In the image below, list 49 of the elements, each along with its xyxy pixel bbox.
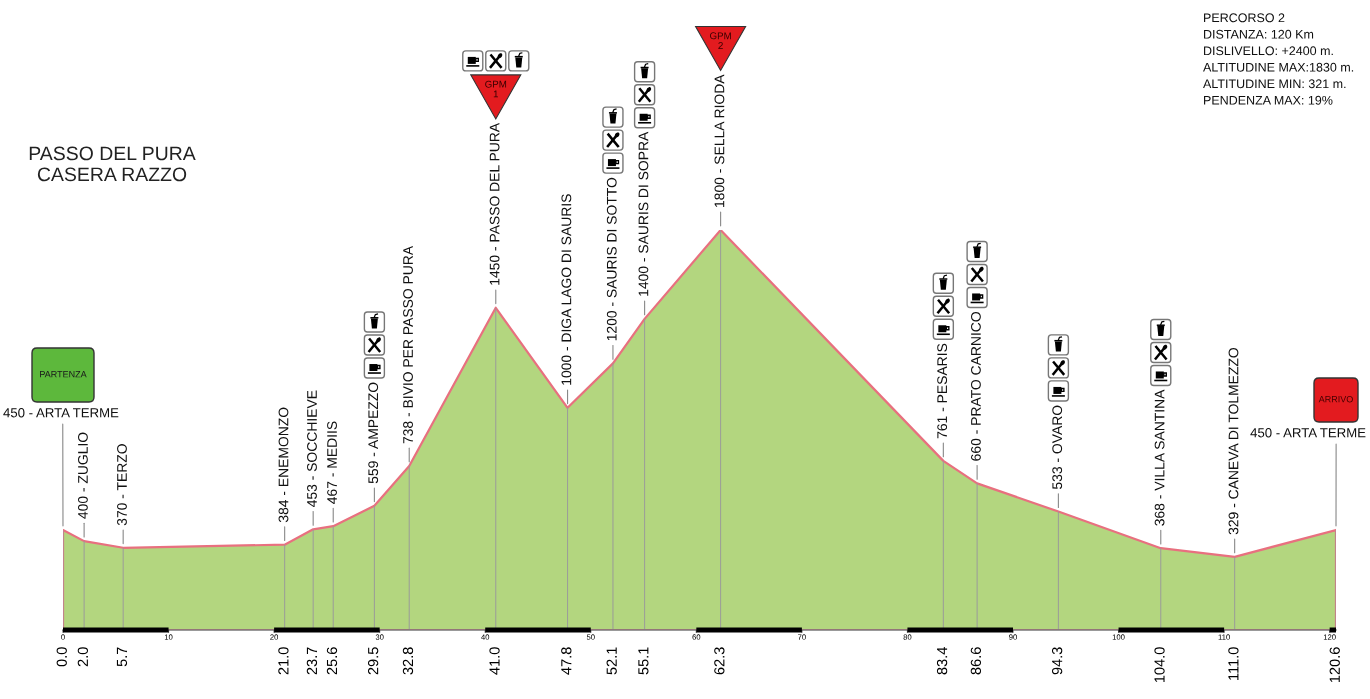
data-label: 467 - MEDIIS — [327, 421, 337, 504]
data-label: 1800 - SELLA RIODA — [714, 74, 725, 207]
x-tick-label: 21.0 — [278, 647, 289, 675]
data-label: 450 - ARTA TERME — [3, 408, 119, 418]
x-tick-label: 111.0 — [1228, 647, 1239, 680]
text: DISTANZA: 120 Km — [1204, 29, 1314, 39]
data-label: 533 - OVARO — [1052, 405, 1063, 489]
x-tick-label: 62.3 — [714, 647, 725, 675]
x-tick-label: 0.0 — [56, 647, 67, 667]
chart-title: PASSO DEL PURA CASERA RAZZO — [29, 146, 196, 182]
data-label: 559 - AMPEZZO — [368, 382, 379, 484]
annotation: PARTENZA — [40, 371, 87, 378]
data-label: 329 - CANEVA DI TOLMEZZO — [1228, 347, 1239, 535]
data-label: 450 - ARTA TERME — [1250, 428, 1366, 438]
annotation: ARRIVO — [1318, 396, 1353, 403]
data-label: 1450 - PASSO DEL PURA — [489, 122, 500, 285]
x-tick-label: 29.5 — [367, 647, 379, 675]
data-label: 761 - PESARIS — [937, 343, 948, 439]
x-tick-label: 2.0 — [77, 647, 89, 667]
x-tick-label: 47.8 — [561, 647, 572, 675]
x-tick-label: 83.4 — [936, 647, 948, 675]
data-label: 1400 - SAURIS DI SOPRA — [638, 131, 649, 296]
x-tick-label: 25.6 — [326, 647, 338, 675]
data-label: 660 - PRATO CARNICO — [971, 312, 981, 461]
text: DISLIVELLO: +2400 m. — [1204, 46, 1333, 56]
text: PENDENZA MAX: 19% — [1204, 95, 1333, 105]
text: ALTITUDINE MAX:1830 m. — [1203, 62, 1354, 72]
text: ALTITUDINE MIN: 321 m. — [1203, 79, 1346, 89]
data-label: 384 - ENEMONZO — [278, 407, 289, 523]
x-tick-label: 86.6 — [970, 647, 982, 675]
text: GPM 2 — [710, 32, 731, 49]
data-label: 370 - TERZO — [117, 444, 127, 526]
data-label: 400 - ZUGLIO — [78, 432, 88, 519]
x-tick-label: 23.7 — [306, 647, 318, 675]
x-tick-label: 52.1 — [606, 647, 617, 675]
data-label: 453 - SOCCHIEVE — [307, 390, 317, 508]
data-label: 1200 - SAURIS DI SOTTO — [606, 177, 617, 341]
x-tick-label: 32.8 — [402, 647, 414, 675]
x-tick-label: 94.3 — [1051, 647, 1063, 675]
x-tick-label: 5.7 — [116, 647, 128, 667]
data-label: 738 - BIVIO PER PASSO PURA — [403, 245, 413, 444]
data-label: 1000 - DIGA LAGO DI SAURIS — [561, 194, 572, 385]
x-tick-label: 55.1 — [638, 647, 649, 675]
text: PERCORSO 2 — [1204, 13, 1285, 23]
x-tick-label: 41.0 — [489, 647, 500, 675]
text: GPM 1 — [485, 80, 507, 98]
data-label: 368 - VILLA SANTINA — [1154, 389, 1165, 526]
x-tick-label: 120.6 — [1329, 647, 1340, 683]
x-tick-label: 104.0 — [1154, 647, 1165, 683]
